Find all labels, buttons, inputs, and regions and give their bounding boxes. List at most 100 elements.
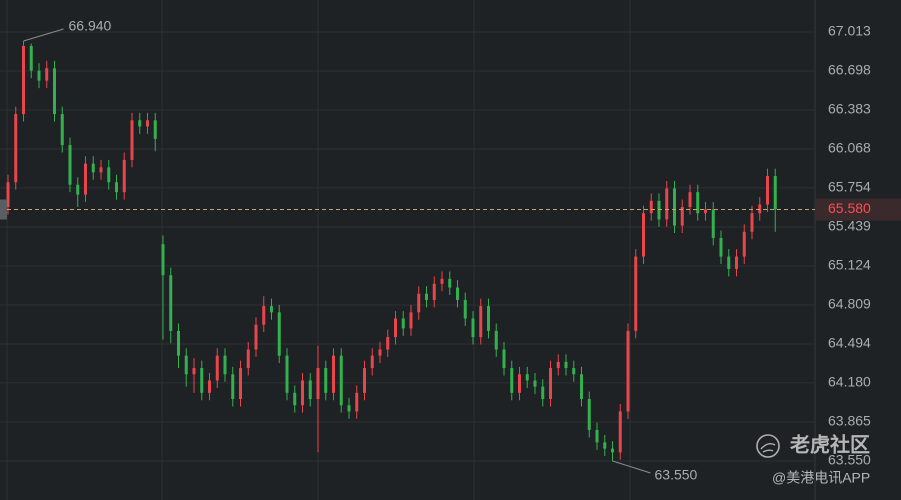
candle-body bbox=[727, 256, 731, 269]
candle-body bbox=[394, 318, 397, 338]
candle-body bbox=[758, 204, 762, 214]
candle-body bbox=[696, 192, 700, 214]
candle-body bbox=[29, 45, 33, 71]
low-pointer bbox=[612, 460, 651, 474]
candle-body bbox=[673, 188, 676, 226]
candle-body bbox=[254, 324, 258, 350]
candle-body bbox=[332, 355, 335, 393]
candle-body bbox=[587, 399, 591, 431]
candle-body bbox=[153, 120, 157, 139]
candle-body bbox=[239, 368, 242, 400]
candle-body bbox=[200, 368, 204, 393]
candle-body bbox=[308, 380, 312, 400]
candle-body bbox=[773, 176, 777, 210]
candle-body bbox=[99, 167, 103, 173]
candle-body bbox=[541, 386, 545, 400]
candle-body bbox=[60, 114, 64, 146]
candle-body bbox=[502, 349, 506, 369]
last-price-label: 65.580 bbox=[828, 200, 871, 216]
candle-body bbox=[580, 374, 583, 400]
y-axis: 67.013 66.698 66.383 66.068 65.754 65.439 65.1… bbox=[0, 23, 871, 468]
candle-body bbox=[409, 312, 413, 329]
candle-body bbox=[448, 278, 452, 288]
candle-body bbox=[14, 114, 18, 183]
watermark-brand: 老虎社区 bbox=[790, 432, 870, 456]
candle-body bbox=[533, 380, 537, 387]
logo bbox=[756, 434, 780, 458]
candle-body bbox=[324, 368, 328, 393]
candle-body bbox=[37, 70, 41, 81]
candle-body bbox=[363, 368, 366, 393]
candle-body bbox=[138, 120, 142, 127]
y-tick-label: 64.180 bbox=[828, 374, 871, 390]
y-tick-label: 64.494 bbox=[828, 335, 871, 351]
y-tick-label: 63.550 bbox=[828, 452, 871, 468]
candle-body bbox=[146, 120, 149, 127]
candle-body bbox=[487, 306, 490, 331]
candle-body bbox=[642, 213, 645, 257]
candle-body bbox=[22, 45, 25, 115]
candle-body bbox=[355, 392, 359, 412]
candle-body bbox=[130, 120, 134, 160]
plot bbox=[6, 41, 777, 461]
candle-body bbox=[657, 200, 661, 220]
candle-body bbox=[564, 361, 568, 369]
candle-body bbox=[649, 200, 653, 214]
watermark: 老虎社区 @美港电讯APP bbox=[756, 432, 870, 486]
candle-body bbox=[76, 184, 80, 195]
y-tick-label: 66.068 bbox=[828, 140, 871, 156]
candle-body bbox=[518, 374, 521, 393]
candle-body bbox=[603, 442, 607, 449]
candle-body bbox=[53, 68, 56, 115]
candle-body bbox=[494, 330, 498, 350]
y-tick-label: 66.698 bbox=[828, 62, 871, 78]
candle-body bbox=[719, 237, 723, 257]
candle-body bbox=[378, 349, 382, 356]
candle-body bbox=[169, 275, 173, 331]
candle-body bbox=[680, 207, 684, 226]
y-tick-label: 65.124 bbox=[828, 257, 871, 273]
candle-body bbox=[440, 278, 444, 284]
logo-mark bbox=[760, 442, 776, 453]
candle-body bbox=[231, 374, 235, 400]
candle-body bbox=[215, 355, 219, 381]
candle-body bbox=[370, 355, 374, 369]
candle-body bbox=[161, 244, 165, 276]
candle-body bbox=[572, 368, 576, 375]
candle-body bbox=[711, 209, 715, 238]
candle-body bbox=[68, 145, 72, 185]
candle-body bbox=[611, 448, 614, 453]
y-tick-label: 64.809 bbox=[828, 296, 871, 312]
last-price-box bbox=[0, 199, 7, 220]
high-pointer bbox=[23, 28, 64, 42]
y-tick-label: 66.383 bbox=[828, 101, 871, 117]
candle-body bbox=[634, 256, 638, 331]
candle-body bbox=[192, 368, 196, 375]
candle-body bbox=[246, 349, 250, 369]
last-price-box bbox=[815, 198, 901, 221]
candle-body bbox=[91, 163, 95, 173]
candle-body bbox=[262, 306, 266, 325]
candle-body bbox=[386, 337, 390, 350]
candle-body bbox=[510, 368, 514, 393]
y-tick-label: 65.439 bbox=[828, 218, 871, 234]
candle-body bbox=[270, 306, 273, 313]
candle-body bbox=[301, 380, 304, 406]
candle-body bbox=[84, 163, 87, 195]
candle-body bbox=[184, 355, 188, 375]
candle-body bbox=[704, 209, 707, 214]
candle-body bbox=[417, 293, 421, 313]
high-label: 66.940 bbox=[69, 18, 112, 34]
candle-body bbox=[463, 299, 467, 319]
candle-body bbox=[122, 159, 126, 193]
candle-body bbox=[735, 256, 738, 269]
candle-body bbox=[471, 318, 475, 338]
candle-body bbox=[595, 430, 599, 443]
low-label: 63.550 bbox=[655, 467, 698, 483]
candle-body bbox=[115, 182, 118, 193]
candle-body bbox=[6, 182, 10, 208]
candle-body bbox=[432, 283, 436, 300]
